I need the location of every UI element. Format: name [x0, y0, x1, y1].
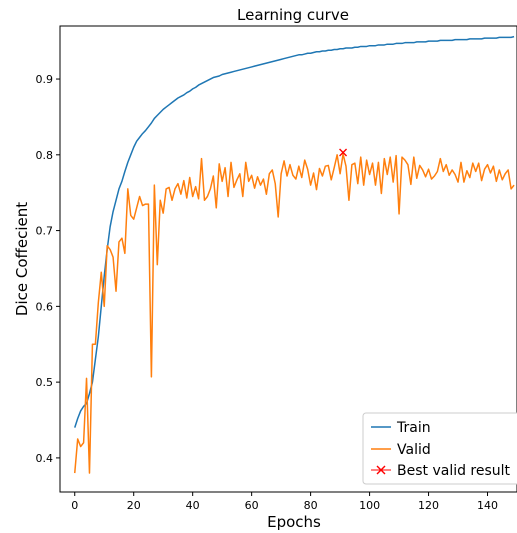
- x-tick-label: 0: [71, 499, 78, 512]
- train-series-line: [74, 35, 515, 428]
- x-tick-label: 40: [186, 499, 200, 512]
- plot-area: [59, 25, 517, 493]
- legend-frame: [362, 412, 517, 485]
- x-tick-label: 140: [477, 499, 498, 512]
- x-tick-label: 60: [245, 499, 259, 512]
- y-axis: 0.4 0.5 0.6 0.7 0.8 0.9: [36, 73, 60, 465]
- x-tick-label: 80: [304, 499, 318, 512]
- chart-title: Learning curve: [237, 6, 349, 24]
- legend-best-marker: [371, 465, 391, 475]
- x-axis: 0 20 40 60 80 100 120 140: [71, 492, 498, 512]
- x-axis-title: Epochs: [267, 513, 321, 531]
- y-tick-label: 0.5: [36, 376, 54, 389]
- y-tick-label: 0.7: [36, 225, 54, 238]
- x-tick-label: 120: [418, 499, 439, 512]
- plot-frame: [59, 25, 517, 493]
- legend: Train Valid Best valid result: [362, 412, 517, 485]
- legend-train-label: Train: [396, 420, 431, 436]
- valid-series-line: [73, 153, 515, 474]
- x-tick-label: 20: [127, 499, 141, 512]
- series-layer: [73, 35, 515, 474]
- legend-valid-label: Valid: [397, 442, 431, 458]
- y-tick-label: 0.9: [36, 73, 54, 86]
- y-axis-title: Dice Coffecient: [13, 202, 31, 316]
- x-tick-label: 100: [359, 499, 380, 512]
- y-tick-label: 0.4: [36, 452, 54, 465]
- y-tick-label: 0.8: [36, 149, 54, 162]
- y-tick-label: 0.6: [36, 300, 54, 313]
- legend-best-label: Best valid result: [397, 463, 511, 479]
- best-valid-marker: [339, 148, 348, 157]
